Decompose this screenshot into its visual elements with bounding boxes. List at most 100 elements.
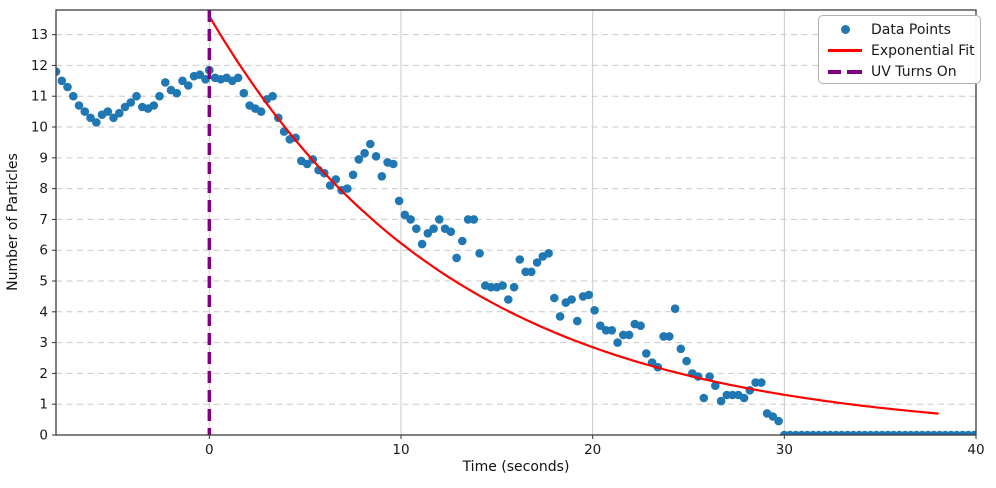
data-point [109, 113, 118, 123]
y-tick-label: 8 [39, 181, 48, 197]
data-point [126, 98, 136, 107]
data-point [665, 332, 674, 341]
data-point [550, 293, 559, 303]
data-point [302, 159, 312, 169]
data-point [354, 155, 364, 164]
data-point [613, 338, 622, 347]
data-point [509, 282, 519, 292]
data-point [195, 70, 205, 79]
data-point [757, 378, 766, 387]
data-point [573, 316, 582, 326]
y-tick-label: 4 [39, 304, 48, 320]
x-axis-label: Time (seconds) [462, 459, 570, 475]
data-point [429, 224, 438, 233]
y-tick-label: 11 [31, 89, 48, 105]
legend-label: UV Turns On [871, 63, 957, 80]
data-point [149, 101, 159, 110]
y-tick-label: 7 [39, 212, 48, 228]
data-point [325, 181, 335, 190]
data-point [475, 249, 484, 258]
data-point [711, 381, 720, 391]
data-point [768, 412, 778, 421]
data-point [268, 91, 277, 101]
legend-item-exponential-fit: Exponential Fit [819, 40, 980, 61]
scatter-marker-icon [828, 25, 862, 34]
x-tick-label: 30 [776, 442, 793, 458]
data-point [584, 290, 594, 300]
data-point [343, 184, 352, 193]
y-tick-label: 3 [39, 335, 48, 351]
data-point [435, 215, 444, 224]
data-point [624, 330, 634, 340]
data-point [74, 101, 84, 110]
data-point [239, 88, 249, 98]
data-point [120, 102, 130, 112]
y-tick-label: 0 [39, 428, 48, 444]
data-point [532, 258, 542, 267]
y-tick-label: 5 [39, 274, 48, 290]
data-point [371, 152, 381, 161]
data-point [172, 88, 182, 98]
data-point [360, 148, 369, 158]
data-point [527, 267, 536, 277]
data-point [596, 321, 605, 331]
data-point [389, 159, 398, 169]
plot-border [55, 9, 977, 436]
dashed-line-swatch-icon [828, 69, 862, 74]
y-tick-label: 2 [39, 366, 48, 382]
data-point [446, 227, 456, 236]
y-tick-label: 1 [39, 397, 48, 413]
x-tick-label: 10 [392, 442, 409, 458]
data-point [774, 416, 783, 426]
data-point [56, 67, 61, 76]
data-point [515, 255, 525, 264]
data-point [607, 326, 617, 335]
data-point [400, 210, 410, 220]
data-point [63, 82, 72, 92]
fit-line [208, 15, 939, 415]
y-tick-label: 13 [31, 27, 48, 43]
x-tick-label: 20 [584, 442, 601, 458]
data-point [86, 113, 95, 123]
y-tick-label: 6 [39, 243, 48, 259]
legend-label: Data Points [871, 21, 951, 38]
data-point [716, 396, 726, 406]
data-point [178, 76, 187, 86]
data-point [155, 91, 164, 101]
x-tick-label: 40 [967, 442, 984, 458]
data-point [377, 172, 387, 181]
data-point [504, 295, 513, 304]
legend-label: Exponential Fit [871, 42, 975, 59]
data-point [161, 78, 170, 87]
data-point [132, 91, 141, 101]
data-point [682, 356, 691, 366]
data-point [291, 133, 300, 143]
data-point [57, 76, 67, 86]
data-point [458, 236, 467, 246]
data-point [670, 304, 680, 314]
data-point [469, 215, 479, 224]
data-point [423, 229, 433, 238]
legend-item-data-points: Data Points [819, 19, 980, 40]
legend: Data Points Exponential Fit UV Turns On [818, 15, 981, 84]
data-point [394, 196, 404, 206]
data-point [590, 306, 599, 315]
data-point [452, 253, 461, 263]
y-axis-label: Number of Particles [5, 153, 21, 291]
data-point [971, 430, 976, 435]
data-point [544, 249, 553, 258]
data-point [80, 107, 90, 116]
data-point [699, 393, 709, 403]
data-point [676, 344, 686, 354]
scatter-points [56, 65, 976, 435]
data-point [705, 372, 714, 381]
data-point [233, 73, 243, 83]
y-tick-label: 12 [31, 58, 48, 74]
y-tick-label: 9 [39, 150, 48, 166]
data-point [366, 139, 375, 149]
data-point [555, 312, 565, 321]
data-point [636, 321, 645, 331]
data-point [256, 107, 266, 116]
